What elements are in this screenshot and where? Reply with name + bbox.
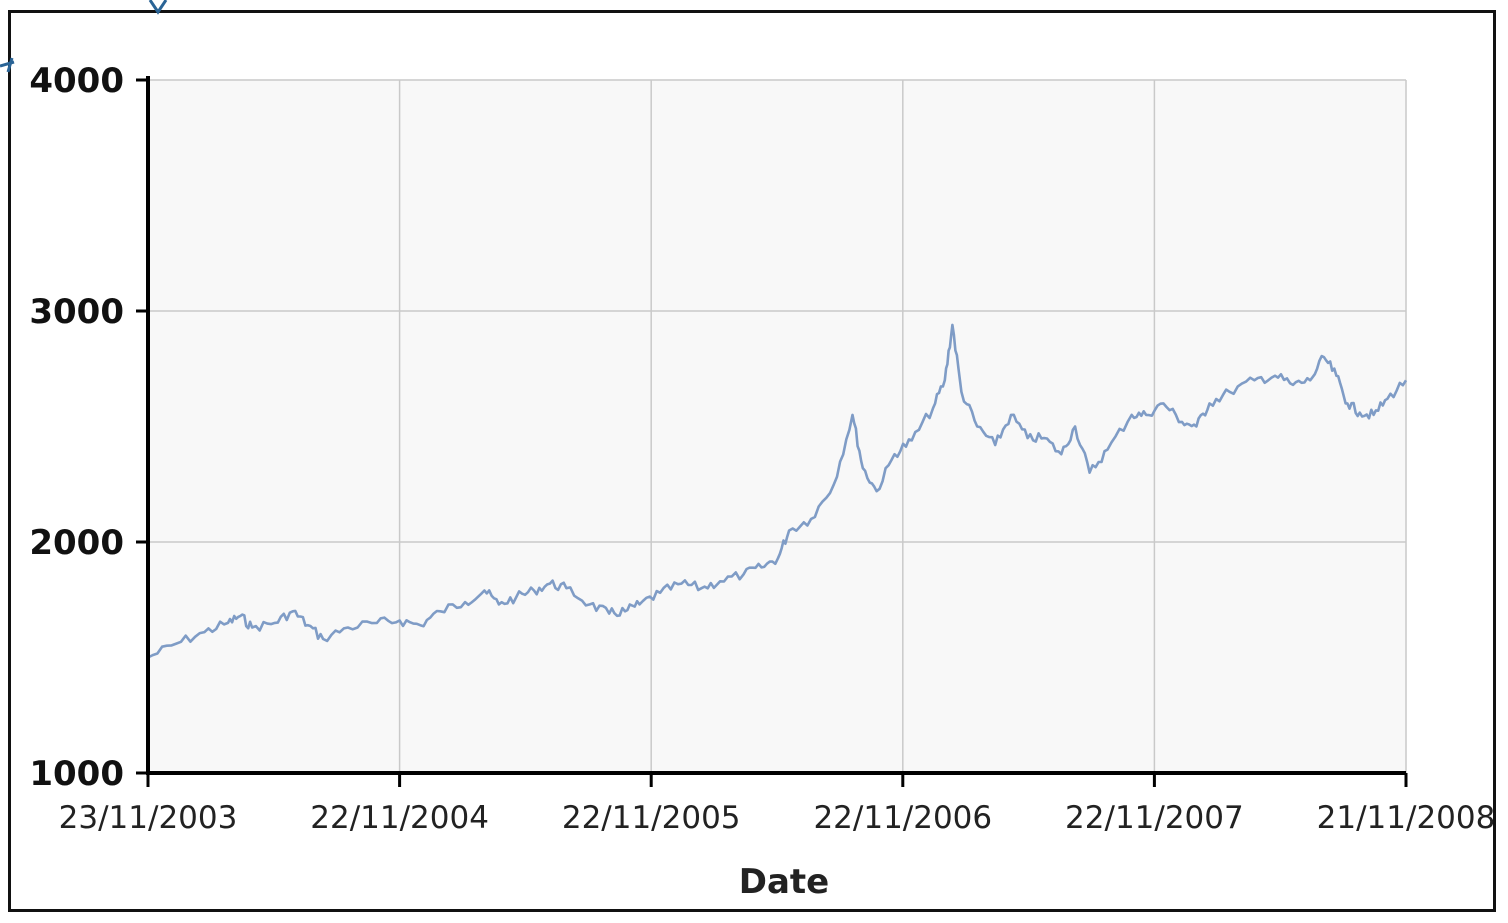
x-tick-label: 22/11/2005 [562, 800, 741, 836]
series-line [147, 323, 1408, 659]
y-tick-label: 2000 [29, 523, 124, 563]
y-tick-label: 1000 [29, 754, 124, 794]
y-tick-labels: 1000 2000 3000 4000 [29, 61, 124, 794]
plot-area [148, 80, 1406, 773]
grid-lines [147, 79, 1407, 774]
axes [136, 76, 1408, 787]
x-tick-labels: 23/11/2003 22/11/2004 22/11/2005 22/11/2006… [59, 800, 1496, 836]
x-tick-label: 23/11/2003 [59, 800, 238, 836]
x-axis-title: Date [739, 862, 829, 902]
x-tick-label: 21/11/2008 [1317, 800, 1496, 836]
corner-decoration [0, 0, 168, 73]
x-tick-label: 22/11/2004 [310, 800, 489, 836]
x-tick-label: 22/11/2006 [813, 800, 992, 836]
y-tick-label: 3000 [29, 292, 124, 332]
series-layer [147, 323, 1408, 659]
y-tick-label: 4000 [29, 61, 124, 101]
x-tick-label: 22/11/2007 [1065, 800, 1244, 836]
